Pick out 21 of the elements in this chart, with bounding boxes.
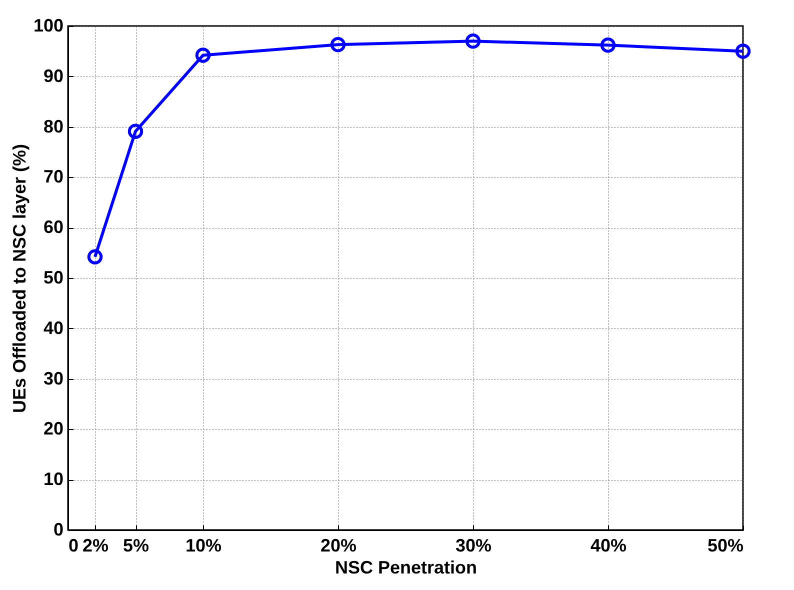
x-tick-label: 10% [185, 536, 222, 556]
y-tick-label: 80 [43, 116, 64, 136]
x-tick-label: 0 [68, 536, 79, 556]
y-tick-label: 70 [43, 166, 64, 187]
y-tick-label: 60 [43, 217, 64, 238]
x-tick-label: 5% [122, 536, 150, 556]
x-tick-label: 50% [707, 536, 744, 556]
y-tick-label: 30 [43, 368, 64, 388]
y-tick-label: 20 [43, 418, 64, 439]
y-tick-label: 100 [33, 16, 64, 36]
y-axis-title: UEs Offloaded to NSC layer (%) [9, 144, 30, 414]
y-tick-label: 40 [43, 318, 64, 338]
y-tick-label: 90 [43, 66, 64, 86]
y-tick-label: 0 [53, 520, 64, 540]
x-tick-label: 2% [82, 536, 109, 556]
x-axis-title: NSC Penetration [334, 558, 478, 578]
x-tick-label: 30% [455, 536, 492, 556]
y-tick-label: 10 [43, 469, 64, 490]
x-tick-label: 40% [590, 536, 627, 556]
y-tick-label: 50 [43, 268, 64, 288]
x-tick-label: 20% [320, 536, 357, 556]
